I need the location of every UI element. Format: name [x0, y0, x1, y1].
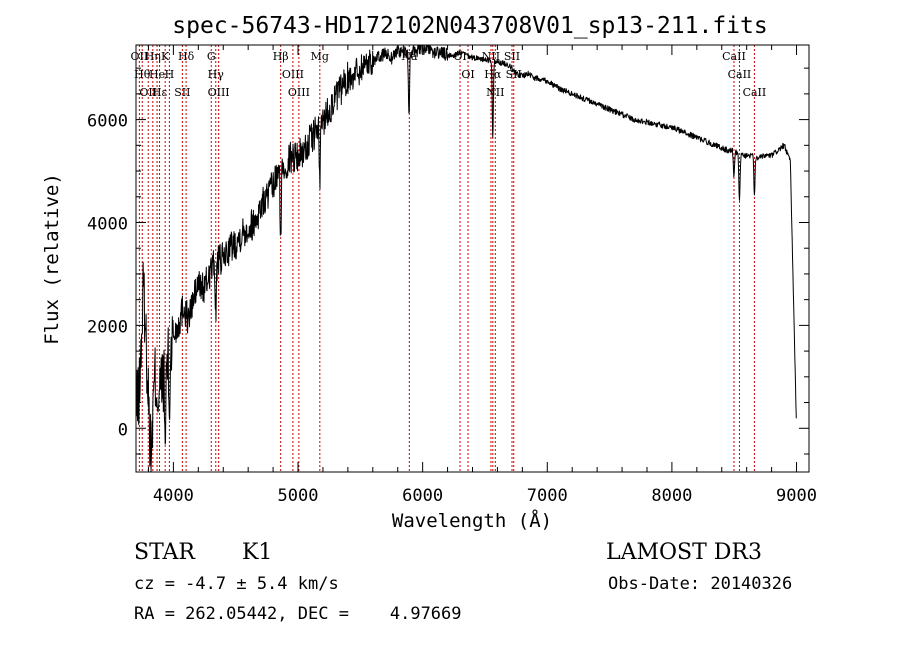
x-tick-label: 9000 — [776, 486, 817, 506]
x-tick-label: 5000 — [278, 486, 319, 506]
object-class: STAR — [134, 540, 196, 565]
line-marker-label: Hα — [484, 68, 502, 81]
line-marker-label: CaII — [728, 68, 752, 81]
y-axis-label: Flux (relative) — [41, 173, 63, 345]
line-marker-label: G — [207, 50, 216, 63]
y-tick-label: 6000 — [87, 112, 128, 132]
line-marker-label: NII — [482, 50, 500, 63]
chart-title: spec-56743-HD172102N043708V01_sp13-211.f… — [172, 13, 767, 39]
object-subclass: K1 — [242, 540, 272, 565]
line-marker-label: OIII — [288, 86, 310, 99]
line-marker-label: Hδ — [178, 50, 195, 63]
observation-date: Obs-Date: 20140326 — [608, 574, 792, 594]
coordinates: RA = 262.05442, DEC = 4.97669 — [134, 604, 462, 624]
line-marker-label: Hβ — [273, 50, 289, 63]
line-marker-label: NII — [486, 86, 504, 99]
line-marker-label: SII — [506, 68, 522, 81]
y-tick-label: 0 — [118, 420, 128, 440]
line-marker-label: He — [149, 68, 165, 81]
x-tick-label: 6000 — [402, 486, 443, 506]
axis-ticks — [136, 45, 809, 472]
line-marker-label: Hγ — [208, 68, 225, 81]
y-tick-label: 4000 — [87, 214, 128, 234]
survey-name: LAMOST DR3 — [606, 540, 762, 565]
line-marker-label: OIII — [208, 86, 230, 99]
x-tick-label: 4000 — [153, 486, 194, 506]
line-marker-label: SII — [504, 50, 520, 63]
axis-tick-labels: 4000 5000 6000 7000 8000 9000 0 2000 4000 6000 — [87, 112, 817, 506]
line-marker-label: OI — [461, 68, 474, 81]
line-marker-label: Hθ — [134, 68, 151, 81]
spectrum-line — [135, 44, 797, 473]
line-marker-label: OIII — [282, 68, 304, 81]
line-marker-label: H — [165, 68, 175, 81]
line-marker-label: K — [161, 50, 170, 63]
x-tick-label: 8000 — [651, 486, 692, 506]
y-tick-label: 2000 — [87, 317, 128, 337]
x-tick-label: 7000 — [527, 486, 568, 506]
line-marker-label: CaII — [722, 50, 746, 63]
x-axis-label: Wavelength (Å) — [392, 509, 552, 532]
line-marker-label: OII — [139, 86, 157, 99]
line-marker-label: SII — [174, 86, 190, 99]
line-marker-label: Hε — [152, 86, 168, 99]
line-marker-label: CaII — [743, 86, 767, 99]
line-marker-label: OII — [131, 50, 149, 63]
line-marker-label: Mg — [311, 50, 329, 63]
redshift-cz: cz = -4.7 ± 5.4 km/s — [134, 574, 339, 594]
plot-frame — [135, 44, 810, 473]
line-marker-label: Hη — [145, 50, 161, 63]
